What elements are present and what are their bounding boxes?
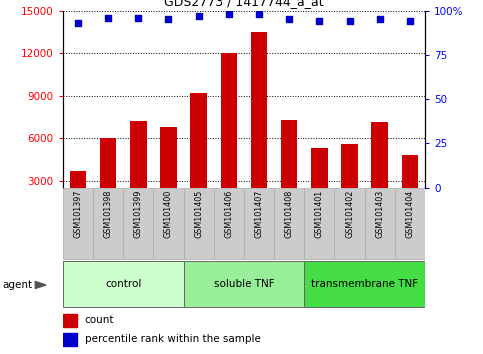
FancyBboxPatch shape [184,261,304,307]
Point [195,13,202,19]
Bar [63,333,77,346]
FancyBboxPatch shape [213,188,244,259]
Bar [190,93,207,223]
FancyBboxPatch shape [274,188,304,259]
Point [315,18,323,24]
Bar [100,138,116,223]
Text: GSM101408: GSM101408 [284,190,294,238]
FancyBboxPatch shape [365,188,395,259]
Point [285,17,293,22]
Bar [130,121,146,223]
Text: GSM101402: GSM101402 [345,190,354,238]
Bar [311,148,327,223]
Bar [402,155,418,223]
Point [74,20,82,26]
Point [376,17,384,22]
Text: GSM101407: GSM101407 [255,190,264,238]
Text: control: control [105,279,142,289]
FancyBboxPatch shape [334,188,365,259]
Text: count: count [85,315,114,325]
Title: GDS2773 / 1417744_a_at: GDS2773 / 1417744_a_at [164,0,324,8]
Bar [341,144,358,223]
Text: GSM101398: GSM101398 [103,190,113,238]
Text: agent: agent [2,280,32,290]
Point [255,11,263,17]
Text: GSM101397: GSM101397 [73,190,83,238]
Text: soluble TNF: soluble TNF [213,279,274,289]
Point [104,15,112,21]
Point [406,18,414,24]
FancyBboxPatch shape [244,188,274,259]
Text: percentile rank within the sample: percentile rank within the sample [85,335,260,344]
Text: GSM101405: GSM101405 [194,190,203,238]
FancyBboxPatch shape [154,188,184,259]
FancyBboxPatch shape [395,188,425,259]
Point [346,18,354,24]
FancyBboxPatch shape [63,188,93,259]
FancyBboxPatch shape [304,261,425,307]
Text: transmembrane TNF: transmembrane TNF [311,279,418,289]
Text: GSM101399: GSM101399 [134,190,143,238]
Bar [70,171,86,223]
FancyBboxPatch shape [304,188,334,259]
Point [134,15,142,21]
Bar [160,127,177,223]
FancyBboxPatch shape [123,188,154,259]
Bar [371,122,388,223]
FancyBboxPatch shape [184,188,213,259]
Text: GSM101401: GSM101401 [315,190,324,238]
FancyBboxPatch shape [63,261,184,307]
Point [165,17,172,22]
Text: GSM101403: GSM101403 [375,190,384,238]
Text: GSM101406: GSM101406 [224,190,233,238]
Text: GSM101404: GSM101404 [405,190,414,238]
FancyBboxPatch shape [93,188,123,259]
Polygon shape [35,281,46,289]
Bar [281,120,298,223]
Text: GSM101400: GSM101400 [164,190,173,238]
Bar [251,32,267,223]
Bar [63,314,77,327]
Bar [221,53,237,223]
Point [225,11,233,17]
